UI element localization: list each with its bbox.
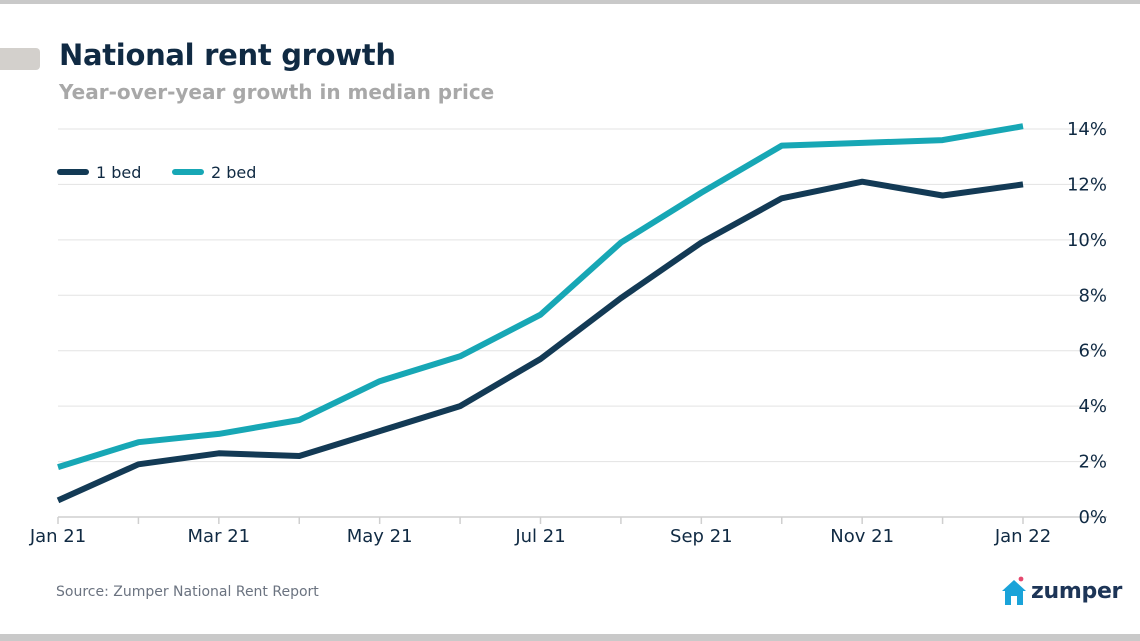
chart-title: National rent growth [59, 38, 396, 72]
zumper-logo: zumper [1001, 576, 1122, 606]
x-tick-label: Jan 22 [994, 526, 1051, 547]
chart-subtitle: Year-over-year growth in median price [59, 80, 495, 104]
side-tab-marker [0, 48, 40, 70]
x-tick-label: May 21 [347, 526, 413, 547]
source-note: Source: Zumper National Rent Report [56, 584, 319, 600]
y-tick-label: 4% [1078, 396, 1107, 417]
series-line-1-bed [56, 178, 1024, 504]
x-tick-label: Jul 21 [514, 526, 565, 547]
x-tick-label: Jan 21 [29, 526, 86, 547]
legend-label: 2 bed [211, 163, 256, 182]
y-tick-label: 0% [1078, 507, 1107, 528]
x-tick-label: Sep 21 [670, 526, 733, 547]
x-tick-label: Mar 21 [188, 526, 251, 547]
chart-card [0, 4, 1140, 634]
y-tick-label: 2% [1078, 452, 1107, 473]
legend-label: 1 bed [96, 163, 141, 182]
y-tick-label: 14% [1067, 119, 1107, 140]
x-tick-label: Nov 21 [830, 526, 894, 547]
y-tick-label: 8% [1078, 285, 1107, 306]
y-tick-label: 12% [1067, 174, 1107, 195]
series-line-2-bed [57, 123, 1024, 470]
house-icon [1002, 576, 1026, 605]
y-tick-label: 10% [1067, 230, 1107, 251]
y-tick-label: 6% [1078, 341, 1107, 362]
logo-text: zumper [1031, 578, 1123, 604]
